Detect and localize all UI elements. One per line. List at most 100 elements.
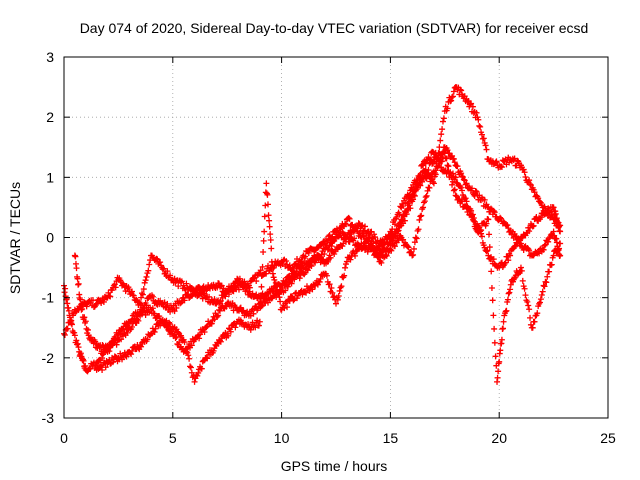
data-point-marker <box>508 231 515 238</box>
data-point-marker <box>178 278 185 285</box>
data-point-marker <box>284 283 291 290</box>
data-point-marker <box>186 355 193 362</box>
data-point-marker <box>203 323 210 330</box>
data-point-marker <box>307 261 314 268</box>
data-point-marker <box>483 220 490 227</box>
data-point-marker <box>263 270 270 277</box>
data-point-marker <box>312 282 319 289</box>
data-point-marker <box>272 279 279 286</box>
data-point-marker <box>342 221 349 228</box>
data-point-marker <box>335 233 342 240</box>
data-point-marker <box>223 303 230 310</box>
data-point-marker <box>195 369 202 376</box>
data-point-marker <box>444 147 451 154</box>
data-point-marker <box>449 94 456 101</box>
data-point-marker <box>84 326 91 333</box>
data-markers <box>61 84 564 385</box>
data-point-marker <box>473 188 480 195</box>
data-point-marker <box>181 339 188 346</box>
data-point-marker <box>253 291 260 298</box>
data-point-marker <box>401 212 407 219</box>
data-point-marker <box>377 247 384 254</box>
data-point-marker <box>265 201 271 208</box>
data-point-marker <box>140 286 147 293</box>
data-point-marker <box>486 244 493 251</box>
data-point-marker <box>102 364 109 371</box>
data-point-marker <box>268 245 275 252</box>
data-point-marker <box>485 216 492 223</box>
data-point-marker <box>215 312 222 319</box>
data-point-marker <box>142 277 149 284</box>
data-point-marker <box>437 154 444 161</box>
data-point-marker <box>427 157 434 164</box>
data-point-marker <box>335 292 342 299</box>
data-point-marker <box>362 223 369 230</box>
x-tick-label: 0 <box>60 430 68 446</box>
data-point-marker <box>71 332 78 339</box>
data-point-marker <box>521 169 528 176</box>
data-point-marker <box>316 278 323 285</box>
data-point-marker <box>451 159 458 166</box>
data-point-marker <box>373 250 380 257</box>
data-point-marker <box>246 284 253 291</box>
data-point-marker <box>482 142 489 149</box>
axis-ticks: 0 5 10 15 20 25 -3 -2 -1 0 1 2 3 <box>42 49 616 446</box>
series-track-2 <box>61 84 564 338</box>
data-point-marker <box>345 214 352 221</box>
data-point-marker <box>188 369 195 376</box>
data-point-marker <box>83 303 90 310</box>
data-point-marker <box>201 329 208 336</box>
data-point-marker <box>552 210 559 217</box>
data-point-marker <box>451 186 458 193</box>
data-point-marker <box>167 272 174 279</box>
data-point-marker <box>138 339 145 346</box>
data-point-marker <box>483 248 490 255</box>
data-point-marker <box>469 185 475 192</box>
data-point-marker <box>420 204 427 211</box>
data-point-marker <box>199 295 206 302</box>
data-point-marker <box>262 202 269 209</box>
data-point-marker <box>177 332 184 339</box>
data-point-marker <box>484 247 491 254</box>
data-point-marker <box>177 279 184 286</box>
data-point-marker <box>557 252 564 259</box>
data-point-marker <box>321 250 328 257</box>
x-tick-label: 15 <box>383 430 399 446</box>
data-point-marker <box>183 345 190 352</box>
data-point-marker <box>336 287 343 294</box>
data-point-marker <box>449 178 456 185</box>
data-point-marker <box>502 308 509 315</box>
data-point-marker <box>346 215 353 222</box>
data-point-marker <box>428 175 435 182</box>
data-point-marker <box>227 328 234 335</box>
data-point-marker <box>529 324 536 331</box>
data-point-marker <box>146 261 153 268</box>
data-point-marker <box>438 131 445 138</box>
data-point-marker <box>107 293 114 300</box>
data-point-marker <box>405 244 412 251</box>
data-point-marker <box>351 235 358 242</box>
data-point-marker <box>399 216 406 223</box>
data-point-marker <box>389 237 396 244</box>
data-point-marker <box>285 296 292 303</box>
data-point-marker <box>308 263 315 270</box>
data-point-marker <box>339 228 346 235</box>
y-tick-label: 2 <box>46 109 54 125</box>
data-point-marker <box>77 296 84 303</box>
data-point-marker <box>173 304 180 311</box>
data-point-marker <box>504 296 511 303</box>
data-point-marker <box>172 335 179 342</box>
data-point-marker <box>291 276 298 283</box>
data-point-marker <box>458 170 465 177</box>
data-point-marker <box>394 228 401 235</box>
data-point-marker <box>506 289 513 296</box>
data-point-marker <box>449 181 456 188</box>
data-point-marker <box>235 286 242 293</box>
data-point-marker <box>188 342 195 349</box>
data-point-marker <box>493 158 500 165</box>
data-point-marker <box>337 284 344 291</box>
data-point-marker <box>371 234 378 241</box>
y-tick-label: 3 <box>46 49 54 65</box>
data-point-marker <box>206 293 213 300</box>
data-point-marker <box>452 192 459 199</box>
